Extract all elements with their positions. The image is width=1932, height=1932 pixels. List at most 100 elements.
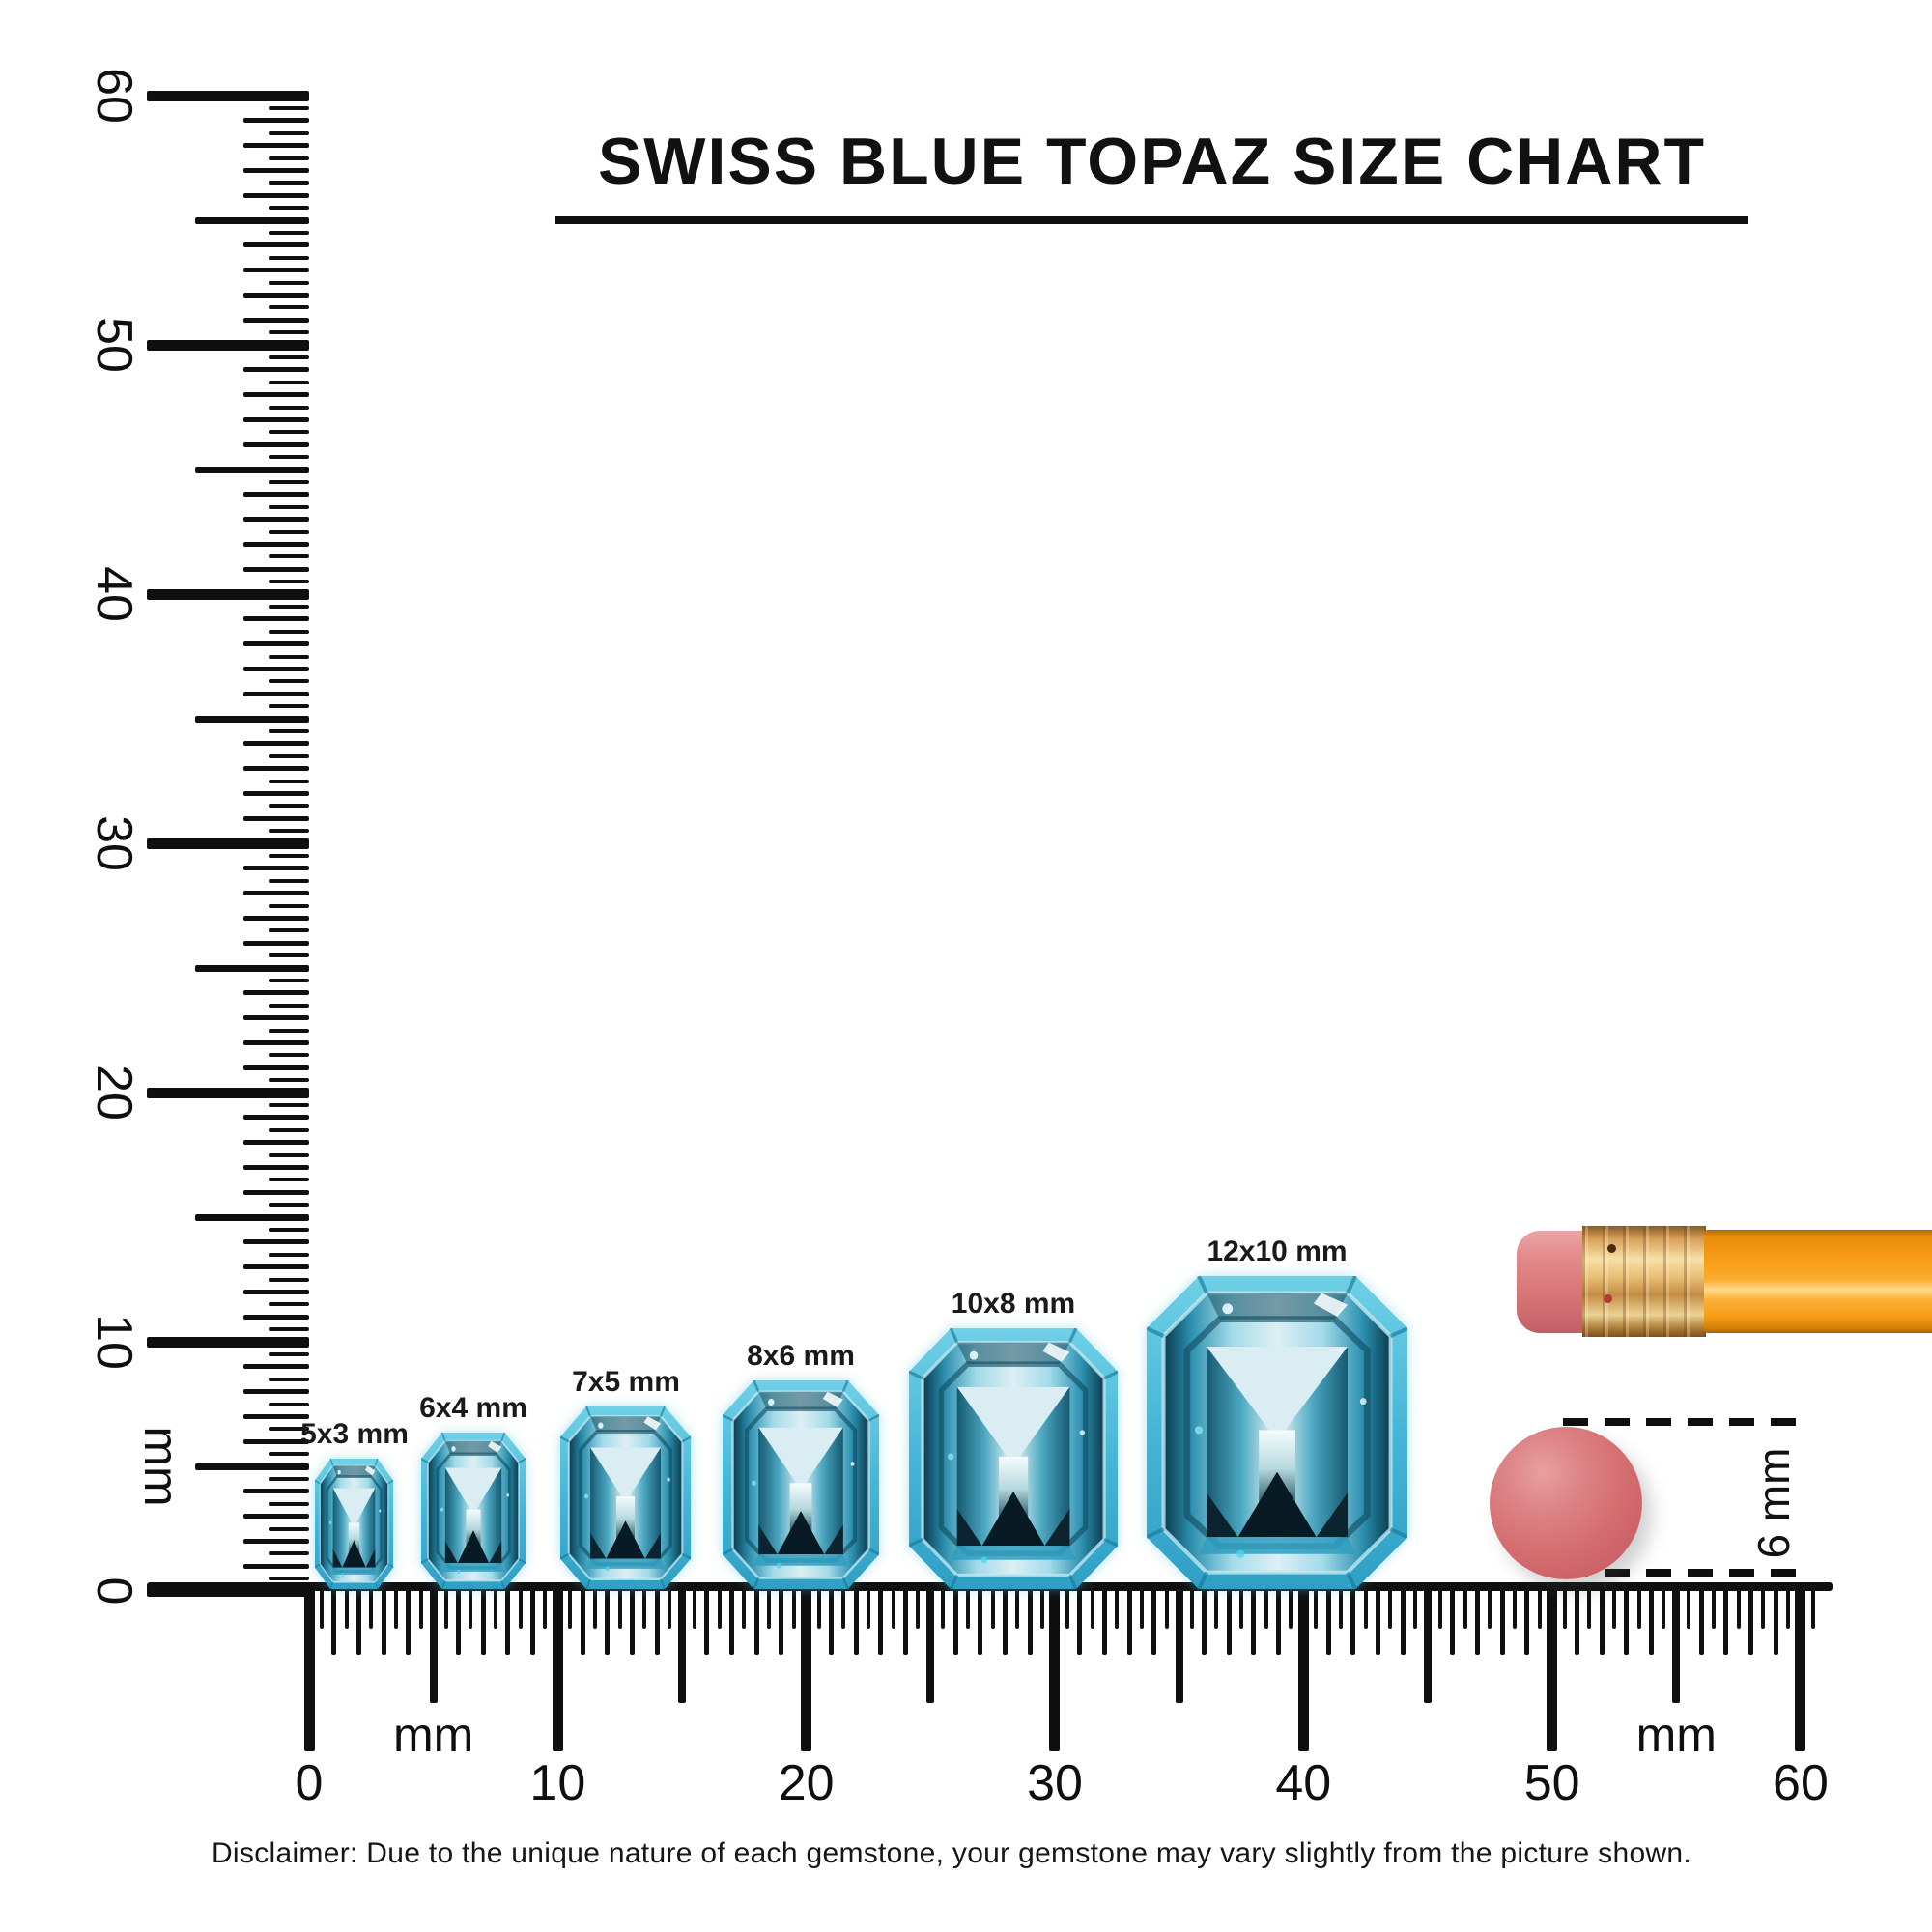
gem-illustration [315, 1458, 394, 1589]
vertical-ruler-tick [269, 704, 309, 709]
horizontal-ruler-tick [916, 1587, 921, 1629]
horizontal-ruler-tick [429, 1587, 438, 1703]
vertical-ruler-tick [243, 317, 309, 323]
vertical-ruler-tick [243, 1438, 309, 1444]
horizontal-ruler-tick [728, 1587, 734, 1655]
horizontal-ruler-tick [903, 1587, 909, 1655]
vertical-ruler-tick [195, 466, 309, 473]
vertical-ruler-tick [269, 804, 309, 809]
vertical-ruler-tick [195, 1463, 309, 1470]
vertical-ruler-tick [269, 878, 309, 883]
horizontal-ruler-tick [828, 1587, 834, 1655]
horizontal-ruler-tick [469, 1587, 473, 1629]
gem-size-label: 7x5 mm [572, 1365, 680, 1398]
horizontal-ruler-tick [493, 1587, 497, 1629]
horizontal-ruler-tick [1015, 1587, 1020, 1629]
vertical-ruler-tick [269, 629, 309, 634]
horizontal-ruler-tick [1214, 1587, 1219, 1629]
vertical-ruler-tick [243, 1364, 309, 1370]
horizontal-ruler-tick [1314, 1587, 1319, 1629]
vertical-ruler-tick [269, 1327, 309, 1332]
vertical-ruler-tick [147, 838, 309, 849]
horizontal-ruler-tick [1450, 1587, 1456, 1655]
horizontal-ruler-tick [1672, 1587, 1681, 1703]
eraser-reference-circle [1490, 1427, 1642, 1579]
horizontal-ruler-tick [1264, 1587, 1268, 1629]
horizontal-ruler-tick [853, 1587, 859, 1655]
vertical-ruler-tick [269, 1377, 309, 1381]
vertical-ruler-tick [269, 105, 309, 110]
vertical-ruler-tick [269, 1427, 309, 1432]
horizontal-ruler-tick [406, 1587, 412, 1655]
horizontal-ruler-tick [1189, 1587, 1194, 1629]
horizontal-ruler-tick [717, 1587, 722, 1629]
vertical-ruler-tick [243, 167, 309, 173]
horizontal-ruler-tick [381, 1587, 386, 1655]
horizontal-ruler-tick [1488, 1587, 1492, 1629]
horizontal-ruler-number: 60 [1773, 1755, 1829, 1811]
horizontal-ruler-tick [580, 1587, 585, 1655]
vertical-ruler-number: 40 [86, 566, 142, 622]
vertical-ruler-tick [269, 455, 309, 460]
vertical-ruler-tick [195, 1213, 309, 1221]
horizontal-ruler-tick [1289, 1587, 1293, 1629]
horizontal-ruler-tick [394, 1587, 399, 1629]
vertical-ruler-tick [195, 216, 309, 224]
horizontal-ruler-tick [1077, 1587, 1083, 1655]
horizontal-ruler-tick [1151, 1587, 1157, 1655]
vertical-ruler-tick [243, 1514, 309, 1520]
vertical-ruler-tick [269, 953, 309, 958]
vertical-ruler-tick [269, 330, 309, 335]
pencil [1515, 1223, 1932, 1341]
vertical-ruler-number: 10 [86, 1314, 142, 1370]
horizontal-ruler-tick [677, 1587, 686, 1703]
horizontal-ruler-tick [1376, 1587, 1381, 1655]
horizontal-ruler-tick [1748, 1587, 1753, 1655]
vertical-ruler-tick [243, 891, 309, 896]
vertical-ruler-tick [269, 230, 309, 235]
horizontal-ruler-tick [1761, 1587, 1766, 1629]
vertical-ruler-tick [243, 766, 309, 772]
horizontal-ruler-tick [742, 1587, 747, 1629]
horizontal-ruler-tick [891, 1587, 895, 1629]
horizontal-ruler-tick [816, 1587, 821, 1629]
horizontal-ruler-tick [1276, 1587, 1282, 1655]
horizontal-ruler-tick [1065, 1587, 1069, 1629]
diameter-dash-top [1563, 1418, 1806, 1426]
vertical-ruler-tick [243, 1015, 309, 1021]
horizontal-ruler-number: 10 [529, 1755, 586, 1811]
horizontal-ruler-tick [303, 1587, 315, 1751]
horizontal-ruler-tick [1350, 1587, 1356, 1655]
vertical-ruler-tick [243, 517, 309, 523]
vertical-ruler-tick [243, 790, 309, 796]
vertical-ruler-tick [269, 156, 309, 160]
horizontal-ruler-tick [505, 1587, 511, 1655]
horizontal-ruler-tick [543, 1587, 548, 1629]
horizontal-ruler-tick [1463, 1587, 1467, 1629]
horizontal-ruler-tick [1090, 1587, 1094, 1629]
horizontal-ruler-tick [443, 1587, 448, 1629]
vertical-ruler-tick [243, 616, 309, 622]
vertical-ruler-tick [243, 1239, 309, 1245]
vertical-ruler-tick [243, 192, 309, 198]
vertical-ruler-tick [243, 1140, 309, 1146]
horizontal-ruler-tick [1795, 1587, 1806, 1751]
horizontal-ruler-tick [552, 1587, 563, 1751]
vertical-ruler-tick [269, 405, 309, 410]
horizontal-ruler-tick [1164, 1587, 1169, 1629]
vertical-ruler-tick [243, 566, 309, 572]
pencil-ferrule [1582, 1226, 1706, 1337]
horizontal-ruler-tick [1413, 1587, 1418, 1629]
vertical-ruler-tick [243, 1563, 309, 1569]
vertical-ruler-tick [147, 1336, 309, 1348]
horizontal-ruler-tick [1400, 1587, 1406, 1655]
vertical-ruler-tick [269, 479, 309, 484]
horizontal-ruler-tick [530, 1587, 536, 1655]
horizontal-ruler-number: 40 [1275, 1755, 1332, 1811]
vertical-ruler-tick [269, 1476, 309, 1481]
horizontal-ruler-tick [692, 1587, 696, 1629]
vertical-ruler-tick [243, 990, 309, 996]
horizontal-ruler-tick [1636, 1587, 1641, 1629]
vertical-ruler-tick [243, 915, 309, 921]
gem-5x3mm [315, 1458, 394, 1589]
